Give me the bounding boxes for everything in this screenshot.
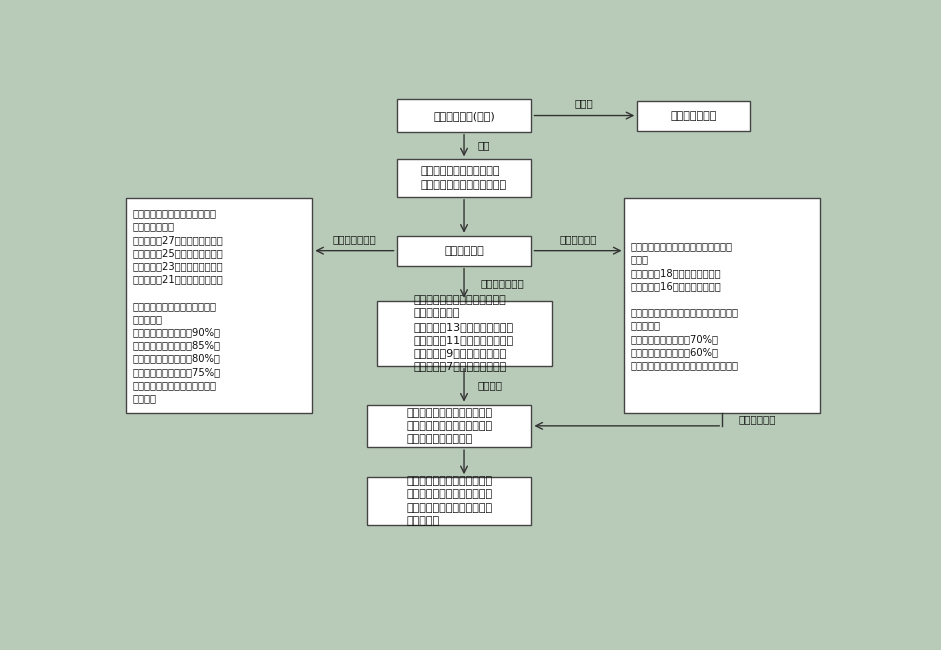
Text: 符合: 符合 (477, 140, 489, 151)
FancyBboxPatch shape (396, 159, 532, 197)
Text: 工伤申报认定(单位): 工伤申报认定(单位) (433, 111, 495, 120)
Text: 一次性伤残补助金标准（工伤保
险基金支付）：
七级伤残为13个月的本人工资；
八级伤残为11个月的本人工资；
九级伤残为9个月的本人工资；
十级伤残为7个月的本: 一次性伤残补助金标准（工伤保 险基金支付）： 七级伤残为13个月的本人工资； 八… (414, 295, 514, 371)
FancyBboxPatch shape (396, 99, 532, 132)
Text: 不符合: 不符合 (575, 98, 594, 108)
Text: 一次性伤残补助金标准（工伤保险基支
付）：
五级伤残为18个月的本人工资；
六级伤残为16个月的本人工资；

难以安排工作的，每月支付伤残津贴（单
位支付）：
: 一次性伤残补助金标准（工伤保险基支 付）： 五级伤残为18个月的本人工资； 六级… (630, 241, 739, 370)
FancyBboxPatch shape (376, 301, 551, 366)
Text: 一次性伤残补助金标准（工伤保
险基金支付）：
一级伤残为27个月的本人工资；
二级伤残为25个月的本人工资；
三级伤残为23个月的本人工资；
四级伤残为21个月: 一次性伤残补助金标准（工伤保 险基金支付）： 一级伤残为27个月的本人工资； 二… (132, 209, 223, 403)
Text: 员工主动离职: 员工主动离职 (739, 415, 775, 424)
FancyBboxPatch shape (396, 236, 532, 266)
Text: 一次性工伤医疗补助金（地方
确定标准，工伤基金支付，单
位申请，离职时支付）: 一次性工伤医疗补助金（地方 确定标准，工伤基金支付，单 位申请，离职时支付） (407, 408, 492, 444)
Text: 一级至四级伤残: 一级至四级伤残 (332, 235, 376, 244)
Text: 劳动能力鉴定: 劳动能力鉴定 (444, 246, 484, 255)
FancyBboxPatch shape (126, 198, 312, 413)
FancyBboxPatch shape (367, 404, 532, 447)
FancyBboxPatch shape (367, 477, 532, 525)
FancyBboxPatch shape (625, 198, 820, 413)
Text: 员工离职: 员工离职 (477, 380, 502, 390)
FancyBboxPatch shape (637, 101, 750, 131)
Text: 五级六级伤残: 五级六级伤残 (559, 235, 597, 244)
Text: 医保支付、请假: 医保支付、请假 (671, 111, 717, 120)
Text: 工伤治疗费用报销（工伤基
金），全额工资支付（单位）: 工伤治疗费用报销（工伤基 金），全额工资支付（单位） (421, 166, 507, 190)
Text: 七级至十级伤残: 七级至十级伤残 (480, 278, 524, 288)
Text: 一次性伤残就业补助金（地方
确定标准，员工离职时单位支
付，北京与一次性工伤医疗补
助金相同）: 一次性伤残就业补助金（地方 确定标准，员工离职时单位支 付，北京与一次性工伤医疗… (407, 476, 492, 526)
